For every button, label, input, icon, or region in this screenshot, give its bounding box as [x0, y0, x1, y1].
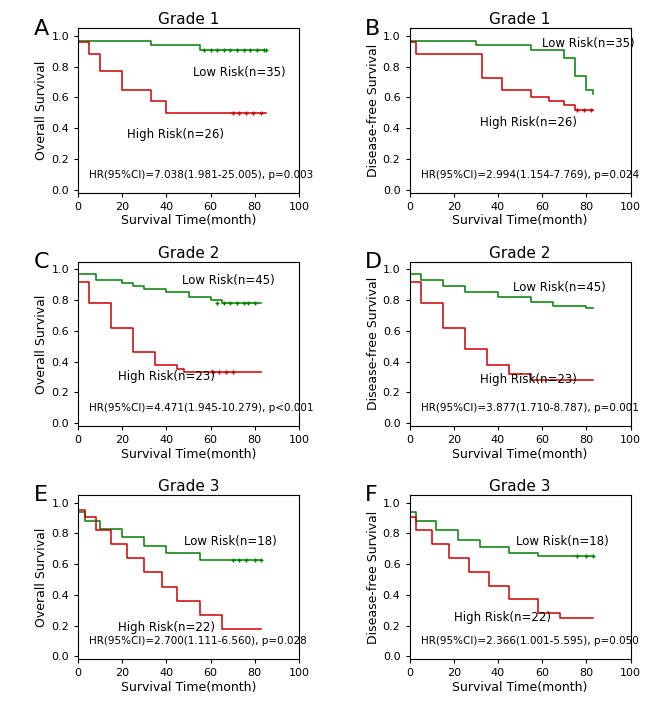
Text: D: D [365, 252, 382, 272]
Y-axis label: Disease-free Survival: Disease-free Survival [367, 44, 380, 177]
Title: Grade 1: Grade 1 [489, 12, 551, 27]
X-axis label: Survival Time(month): Survival Time(month) [121, 681, 256, 694]
Title: Grade 3: Grade 3 [489, 479, 551, 494]
Text: High Risk(n=22): High Risk(n=22) [118, 620, 214, 634]
Text: F: F [365, 485, 378, 506]
Text: HR(95%CI)=3.877(1.710-8.787), p=0.001: HR(95%CI)=3.877(1.710-8.787), p=0.001 [421, 403, 638, 413]
Text: E: E [34, 485, 48, 506]
Text: High Risk(n=23): High Risk(n=23) [480, 374, 577, 386]
Y-axis label: Disease-free Survival: Disease-free Survival [367, 510, 380, 644]
X-axis label: Survival Time(month): Survival Time(month) [121, 215, 256, 228]
X-axis label: Survival Time(month): Survival Time(month) [452, 448, 588, 461]
Title: Grade 1: Grade 1 [158, 12, 219, 27]
Y-axis label: Disease-free Survival: Disease-free Survival [367, 277, 380, 411]
Text: HR(95%CI)=2.366(1.001-5.595), p=0.050: HR(95%CI)=2.366(1.001-5.595), p=0.050 [421, 636, 638, 646]
Title: Grade 2: Grade 2 [158, 245, 219, 260]
Text: A: A [34, 18, 49, 38]
Title: Grade 3: Grade 3 [158, 479, 219, 494]
Text: Low Risk(n=35): Low Risk(n=35) [542, 37, 634, 50]
X-axis label: Survival Time(month): Survival Time(month) [452, 215, 588, 228]
Text: HR(95%CI)=2.994(1.154-7.769), p=0.024: HR(95%CI)=2.994(1.154-7.769), p=0.024 [421, 169, 639, 179]
Y-axis label: Overall Survival: Overall Survival [36, 294, 49, 393]
Title: Grade 2: Grade 2 [489, 245, 551, 260]
Text: HR(95%CI)=4.471(1.945-10.279), p<0.001: HR(95%CI)=4.471(1.945-10.279), p<0.001 [89, 403, 313, 413]
Text: Low Risk(n=45): Low Risk(n=45) [182, 274, 274, 286]
Text: Low Risk(n=18): Low Risk(n=18) [184, 535, 277, 547]
Text: HR(95%CI)=2.700(1.111-6.560), p=0.028: HR(95%CI)=2.700(1.111-6.560), p=0.028 [89, 636, 307, 646]
Text: Low Risk(n=45): Low Risk(n=45) [514, 281, 606, 294]
Y-axis label: Overall Survival: Overall Survival [36, 61, 49, 160]
Text: Low Risk(n=35): Low Risk(n=35) [193, 67, 285, 79]
Text: High Risk(n=26): High Risk(n=26) [127, 128, 224, 141]
Y-axis label: Overall Survival: Overall Survival [36, 527, 49, 627]
Text: High Risk(n=26): High Risk(n=26) [480, 116, 577, 128]
Text: High Risk(n=22): High Risk(n=22) [454, 611, 551, 625]
Text: B: B [365, 18, 380, 38]
Text: HR(95%CI)=7.038(1.981-25.005), p=0.003: HR(95%CI)=7.038(1.981-25.005), p=0.003 [89, 169, 313, 179]
X-axis label: Survival Time(month): Survival Time(month) [121, 448, 256, 461]
X-axis label: Survival Time(month): Survival Time(month) [452, 681, 588, 694]
Text: C: C [34, 252, 49, 272]
Text: Low Risk(n=18): Low Risk(n=18) [515, 535, 608, 547]
Text: High Risk(n=23): High Risk(n=23) [118, 370, 214, 384]
